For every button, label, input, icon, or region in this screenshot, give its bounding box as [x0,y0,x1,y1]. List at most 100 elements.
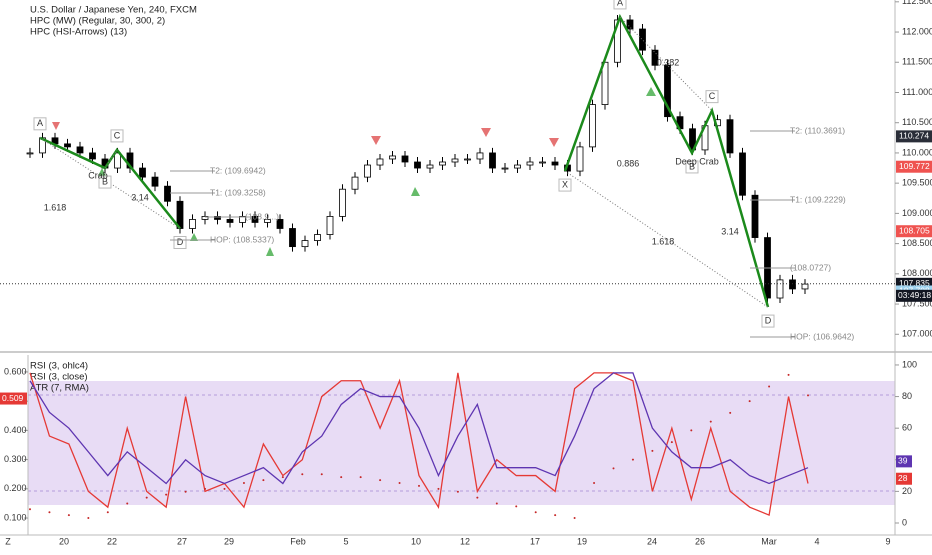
candle [389,155,396,160]
candle [351,176,359,190]
pattern-point-label: X [562,179,568,189]
rsi-line [29,372,809,516]
atr-dot [554,514,557,517]
candle [426,164,434,169]
candle [551,161,559,166]
x-tick-label: 17 [530,536,540,546]
candle [64,143,71,148]
atr-dot [29,508,31,511]
pattern-line [563,13,770,308]
legend-item: RSI (3, ohlc4) [30,361,88,372]
price-tag [896,160,932,173]
candle [539,161,546,164]
atr-dot [126,502,129,505]
legend-item: HPC (HSI-Arrows) (13) [30,27,127,38]
candle [26,152,34,155]
legend-item: ATR (7, RMA) [30,383,89,394]
y-tick-label: 112.000 [902,26,932,36]
ratio-label: 3.14 [131,192,149,202]
value-tag-label: 0.509 [2,393,24,403]
atr-dot [242,481,245,484]
y-tick-label: 112.500 [902,0,932,6]
candle [214,216,221,220]
x-tick-label: 29 [224,536,234,546]
target-label: T2: (109.6942) [210,165,266,175]
y-tick-label: 111.000 [902,87,932,97]
pattern-point-label: B [689,161,695,171]
atr-dot [320,473,323,476]
target-label: (108.9...) [245,211,279,221]
pattern-point-box [33,117,47,131]
countdown: 03:49:18 [898,290,931,300]
target-label: HOP: (106.9642) [790,331,854,341]
pattern-point-box [685,160,699,174]
candle [326,216,334,235]
y-tick-label: 100 [902,359,917,369]
value-tag [896,472,912,485]
atr-dot [768,385,771,388]
pattern-point-label: D [177,237,184,247]
atr-dot [748,400,751,403]
candle [751,194,759,238]
candle [251,216,259,223]
pattern-point-label: D [765,315,772,325]
y-tick-label: 111.500 [902,57,932,67]
sell-arrow [549,138,559,147]
target-label: (108.0727) [790,262,831,272]
x-tick-label: 9 [885,536,890,546]
candle [339,188,346,217]
candle [139,167,146,178]
sell-arrow [371,136,381,145]
rsi-band [28,381,895,505]
atr-dot [106,511,109,514]
price-tag [896,130,932,143]
candle [639,28,646,51]
pattern-point-box [761,314,775,328]
atr-dot [495,502,498,505]
candle [151,176,159,187]
atr-dot [398,481,401,484]
price-tag-label: 107.835 [899,278,930,288]
candle [289,228,296,248]
y-tick-label: 110.000 [902,147,932,157]
candle [489,152,496,169]
atr-dot [301,473,304,476]
ratio-label: 0.382 [657,57,680,67]
candle [739,152,746,196]
value-tag-label: 39 [898,456,908,466]
atr-dot [690,429,693,432]
candle [201,216,209,220]
pattern-point-label: A [37,118,43,128]
y2-tick-label: 0.400 [4,425,27,435]
price-tag-label: 108.705 [899,225,930,235]
y-tick-label: 0 [902,517,907,527]
y-tick-label: 109.500 [902,178,932,188]
countdown-tag [896,289,932,302]
pattern-point-box [613,0,627,10]
pattern-point-label: A [617,0,623,7]
pattern-diagonal [619,16,713,111]
atr-dot [87,517,90,520]
pattern-diagonal [104,149,118,169]
sell-arrow [52,122,60,130]
candle [476,152,484,160]
atr-dot [651,449,654,452]
candle [614,19,621,63]
pattern-point-box [558,178,572,192]
atr-dot [184,490,187,493]
candle [576,146,584,172]
candle [189,219,196,229]
buy-arrow [266,247,274,256]
atr-dot [534,511,537,514]
pattern-name: Deep Crab [675,156,719,166]
atr-dot [223,487,226,490]
atr-dot [593,481,596,484]
atr-dot [709,420,712,423]
buy-arrow [190,233,198,241]
candle [601,61,609,105]
candle [376,158,384,166]
candle [626,19,634,30]
x-tick-label: Mar [761,536,777,546]
scale-mode[interactable]: Z [5,536,11,546]
legend-item: RSI (3, close) [30,372,88,383]
